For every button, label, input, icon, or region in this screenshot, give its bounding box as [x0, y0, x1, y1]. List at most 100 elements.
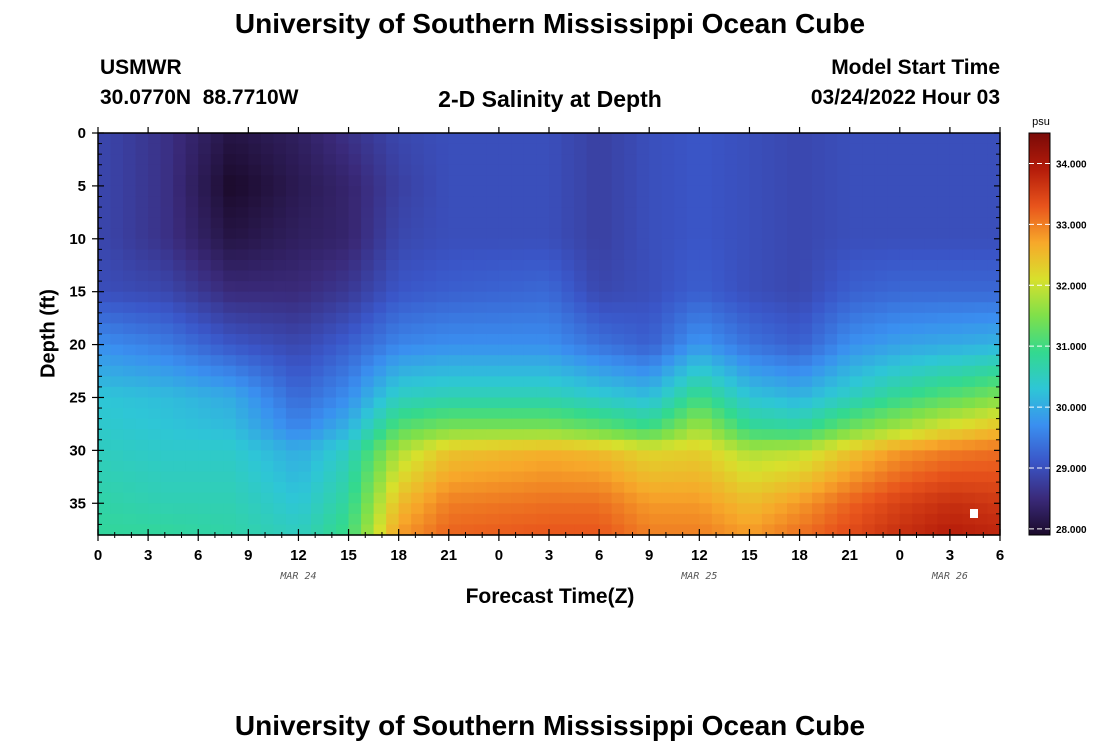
heatmap-cell — [373, 524, 387, 536]
heatmap-cell — [310, 281, 325, 293]
heatmap-cell — [561, 302, 575, 314]
heatmap-cell — [386, 334, 400, 346]
heatmap-cell — [974, 334, 989, 346]
heatmap-cell — [937, 355, 951, 367]
heatmap-cell — [674, 154, 688, 166]
heatmap-cell — [549, 312, 563, 325]
heatmap-cell — [235, 397, 249, 409]
heatmap-cell — [511, 365, 525, 377]
heatmap-cell — [398, 334, 412, 346]
heatmap-cell — [285, 513, 300, 526]
heatmap-cell — [110, 154, 124, 166]
heatmap-cell — [235, 281, 249, 293]
heatmap-cell — [135, 217, 149, 229]
heatmap-cell — [937, 228, 951, 240]
heatmap-cell — [273, 143, 287, 155]
heatmap-cell — [160, 408, 174, 420]
heatmap-cell — [310, 492, 325, 504]
heatmap-cell — [386, 270, 400, 282]
heatmap-cell — [611, 386, 625, 399]
heatmap-cell — [599, 154, 613, 166]
heatmap-cell — [774, 439, 788, 451]
heatmap-cell — [924, 418, 938, 430]
heatmap-cell — [473, 281, 487, 293]
heatmap-cell — [636, 281, 650, 293]
heatmap-cell — [724, 397, 738, 409]
heatmap-cell — [135, 344, 149, 356]
heatmap-cell — [837, 439, 851, 451]
heatmap-cell — [586, 185, 600, 198]
heatmap-cell — [611, 133, 625, 145]
heatmap-cell — [699, 270, 713, 282]
heatmap-cell — [574, 133, 588, 145]
heatmap-cell — [98, 408, 112, 420]
heatmap-cell — [636, 238, 650, 250]
heatmap-cell — [273, 238, 287, 250]
heatmap-cell — [799, 281, 813, 293]
heatmap-cell — [273, 365, 287, 377]
heatmap-cell — [699, 355, 713, 367]
heatmap-cell — [235, 270, 249, 282]
heatmap-cell — [949, 133, 964, 145]
heatmap-cell — [849, 503, 863, 515]
heatmap-cell — [210, 154, 224, 166]
heatmap-cell — [160, 291, 174, 303]
heatmap-cell — [736, 439, 751, 451]
heatmap-cell — [549, 503, 563, 515]
heatmap-cell — [498, 302, 513, 314]
heatmap-cell — [135, 397, 149, 409]
heatmap-cell — [498, 175, 513, 187]
heatmap-cell — [949, 418, 964, 430]
heatmap-cell — [473, 334, 487, 346]
heatmap-cell — [498, 365, 513, 377]
heatmap-cell — [336, 418, 350, 430]
heatmap-cell — [887, 365, 901, 377]
heatmap-cell — [173, 460, 187, 473]
heatmap-cell — [310, 503, 325, 515]
heatmap-cell — [686, 418, 700, 430]
heatmap-cell — [812, 450, 826, 462]
heatmap-cell — [423, 439, 437, 451]
heatmap-cell — [611, 228, 625, 240]
heatmap-cell — [323, 312, 337, 325]
heatmap-cell — [899, 196, 913, 208]
heatmap-cell — [235, 228, 249, 240]
heatmap-cell — [135, 513, 149, 526]
heatmap-cell — [849, 334, 863, 346]
heatmap-cell — [398, 270, 412, 282]
heatmap-cell — [361, 291, 375, 303]
heatmap-cell — [761, 228, 776, 240]
heatmap-cell — [962, 259, 976, 272]
heatmap-cell — [924, 503, 938, 515]
heatmap-cell — [486, 238, 500, 250]
heatmap-cell — [260, 175, 274, 187]
x-tick-label: 18 — [791, 547, 808, 564]
heatmap-cell — [761, 291, 776, 303]
heatmap-cell — [937, 439, 951, 451]
heatmap-cell — [736, 270, 751, 282]
heatmap-cell — [536, 344, 550, 356]
heatmap-cell — [411, 376, 425, 388]
heatmap-cell — [98, 503, 112, 515]
heatmap-cell — [461, 312, 475, 325]
heatmap-cell — [148, 238, 162, 250]
heatmap-cell — [749, 344, 763, 356]
heatmap-cell — [135, 154, 149, 166]
heatmap-cell — [699, 397, 713, 409]
heatmap-cell — [336, 376, 350, 388]
heatmap-cell — [574, 503, 588, 515]
heatmap-cell — [411, 450, 425, 462]
heatmap-cell — [285, 302, 300, 314]
heatmap-cell — [899, 450, 913, 462]
heatmap-cell — [937, 450, 951, 462]
heatmap-cell — [148, 334, 162, 346]
heatmap-cell — [498, 397, 513, 409]
heatmap-cell — [974, 185, 989, 198]
heatmap-cell — [235, 386, 249, 399]
heatmap-cell — [398, 408, 412, 420]
heatmap-cell — [523, 429, 538, 441]
heatmap-cell — [624, 439, 638, 451]
heatmap-cell — [185, 524, 199, 536]
heatmap-cell — [962, 429, 976, 441]
heatmap-cell — [561, 259, 575, 272]
